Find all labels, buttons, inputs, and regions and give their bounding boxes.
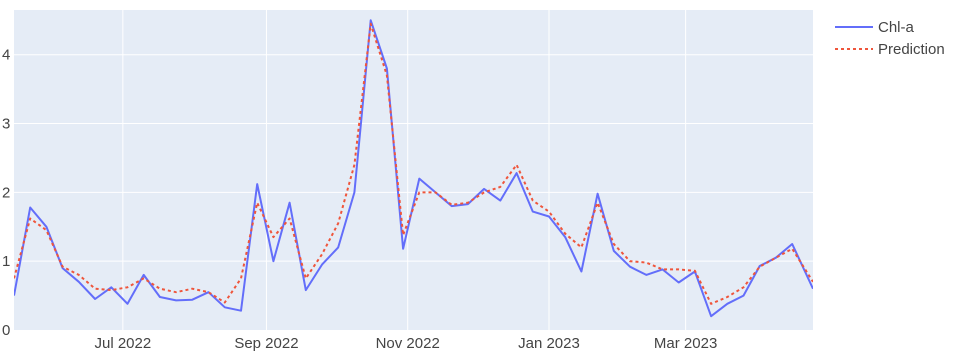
x-tick-label: Sep 2022 xyxy=(234,335,298,351)
x-tick-label: Jul 2022 xyxy=(94,335,151,351)
x-tick-label: Jan 2023 xyxy=(518,335,580,351)
x-tick-label: Mar 2023 xyxy=(654,335,717,351)
series-line-chl-a xyxy=(14,19,813,318)
y-tick-label: 2 xyxy=(2,184,10,201)
legend[interactable]: Chl-a Prediction xyxy=(835,19,945,58)
x-axis-ticks: Jul 2022 Sep 2022 Nov 2022 Jan 2023 Mar 2023 xyxy=(94,335,717,351)
grid xyxy=(14,10,813,330)
legend-item-chl-a[interactable]: Chl-a xyxy=(835,19,915,36)
legend-label: Prediction xyxy=(878,41,945,58)
legend-label: Chl-a xyxy=(878,19,915,36)
y-tick-label: 4 xyxy=(2,47,10,64)
legend-item-prediction[interactable]: Prediction xyxy=(835,41,945,58)
y-tick-label: 3 xyxy=(2,116,10,133)
y-tick-label: 0 xyxy=(2,322,10,339)
y-axis-ticks: 0 1 2 3 4 xyxy=(2,47,10,339)
y-tick-label: 1 xyxy=(2,253,10,270)
plot-area xyxy=(14,10,813,330)
x-tick-label: Nov 2022 xyxy=(376,335,440,351)
series-lines xyxy=(14,19,813,318)
